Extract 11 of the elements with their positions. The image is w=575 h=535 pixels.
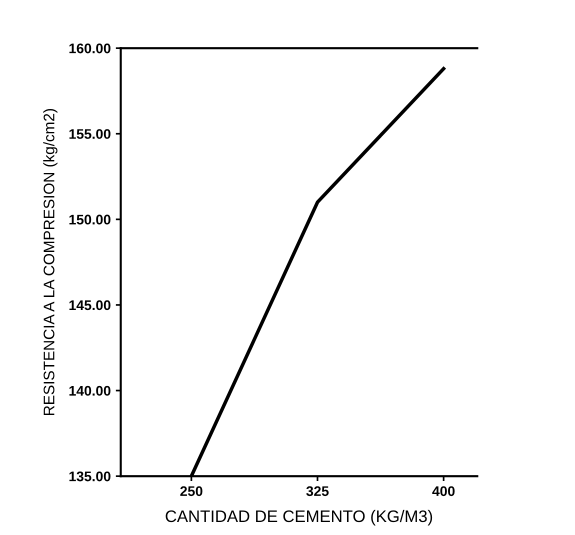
x-tick-label: 250 [180, 486, 202, 496]
y-tick-label: 150.00 [69, 214, 110, 225]
y-tick-label: 160.00 [69, 43, 110, 54]
y-tick-label: 155.00 [69, 129, 110, 139]
y-tick-label: 145.00 [69, 300, 110, 310]
x-axis-title: CANTIDAD DE CEMENTO (KG/M3) [166, 510, 432, 526]
x-tick-label: 325 [306, 486, 329, 496]
y-axis-title: RESISTENCIA A LA COMPRESION (kg/cm2) [43, 109, 58, 415]
y-tick-label: 140.00 [69, 386, 110, 396]
x-tick-label: 400 [432, 486, 455, 496]
y-tick-label: 135.00 [69, 471, 110, 482]
